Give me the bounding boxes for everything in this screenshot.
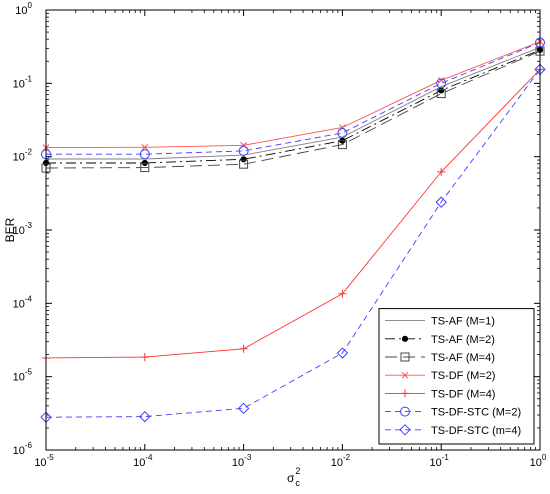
data-point bbox=[438, 87, 445, 94]
series-line bbox=[45, 41, 541, 149]
data-point bbox=[139, 149, 150, 160]
data-point bbox=[141, 143, 149, 151]
series-line bbox=[46, 49, 541, 164]
series-line bbox=[45, 69, 541, 359]
data-point bbox=[337, 140, 347, 150]
data-point bbox=[140, 163, 150, 173]
data-point bbox=[337, 128, 348, 139]
legend-item: TS-DF-STC (M=2) bbox=[385, 406, 521, 419]
data-point bbox=[139, 410, 151, 423]
series-3 bbox=[41, 46, 545, 173]
legend-label: TS-DF (M=4) bbox=[431, 388, 495, 400]
data-point bbox=[240, 141, 247, 149]
legend-swatch-marker bbox=[401, 389, 409, 398]
labels-layer: 10-5 10-4 10-3 10-2 10-1 10010-610-510-410-31… bbox=[3, 1, 547, 488]
series-line bbox=[46, 46, 541, 160]
data-point bbox=[239, 159, 249, 169]
legend-swatch-marker bbox=[400, 406, 410, 417]
data-point bbox=[239, 344, 248, 353]
legend-item: TS-AF (M=1) bbox=[385, 316, 495, 328]
data-point bbox=[336, 347, 349, 359]
legend-label: TS-DF-STC (m=4) bbox=[431, 425, 521, 437]
legend-label: TS-AF (M=2) bbox=[431, 334, 495, 346]
legend-swatch-marker bbox=[400, 352, 410, 362]
x-axis-label: σ2 c bbox=[287, 466, 300, 488]
legend-label: TS-DF-STC (M=2) bbox=[431, 407, 521, 419]
legend-item: TS-DF (M=4) bbox=[385, 388, 495, 400]
series-1 bbox=[46, 46, 541, 160]
data-point bbox=[141, 159, 148, 167]
data-point bbox=[238, 145, 249, 156]
legend-label: TS-AF (M=4) bbox=[431, 352, 495, 364]
legend-swatch-marker bbox=[401, 371, 409, 379]
legend-item: TS-AF (M=4) bbox=[385, 352, 495, 364]
series-line bbox=[45, 50, 541, 169]
data-point bbox=[436, 78, 447, 89]
plot-frame bbox=[45, 9, 541, 451]
legend-item: TS-AF (M=2) bbox=[385, 334, 495, 346]
data-point bbox=[339, 124, 346, 131]
legend: TS-AF (M=1) TS-AF (M=2) TS-AF (M=4) TS-DF (… bbox=[378, 308, 535, 445]
data-point bbox=[140, 353, 149, 362]
series-line bbox=[45, 69, 541, 418]
legend-box bbox=[378, 308, 535, 445]
legend-swatch-marker bbox=[401, 335, 409, 342]
data-point bbox=[237, 402, 250, 415]
series-layer bbox=[40, 37, 546, 423]
data-point bbox=[437, 167, 446, 176]
series-line bbox=[46, 42, 541, 155]
data-point bbox=[338, 289, 347, 298]
data-point bbox=[435, 196, 447, 208]
data-point bbox=[436, 89, 446, 99]
legend-label: TS-AF (M=1) bbox=[431, 316, 495, 328]
series-7 bbox=[40, 63, 546, 423]
legend-label: TS-DF (M=2) bbox=[431, 370, 495, 382]
data-point bbox=[240, 156, 247, 163]
legend-item: TS-DF (M=2) bbox=[385, 370, 495, 382]
legend-item: TS-DF-STC (m=4) bbox=[385, 424, 521, 437]
y-axis-label: BER bbox=[3, 217, 17, 242]
legend-swatch-marker bbox=[399, 424, 411, 436]
